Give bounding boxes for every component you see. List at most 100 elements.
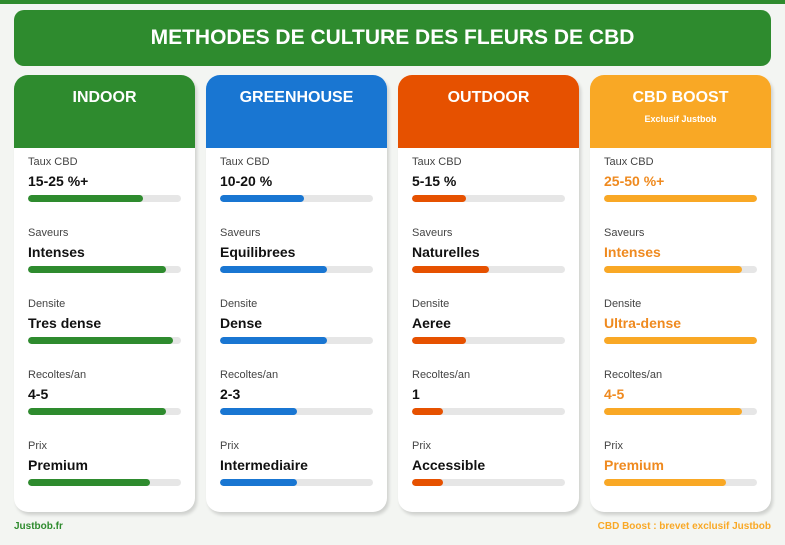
metric-bar-fill — [604, 408, 742, 415]
metric-bar — [604, 337, 757, 344]
card-title: OUTDOOR — [447, 89, 530, 106]
metric-bar — [220, 195, 373, 202]
metric-label: Saveurs — [412, 227, 453, 239]
metric-label: Densite — [604, 298, 642, 310]
metric: Taux CBD 25-50 %+ — [604, 156, 757, 224]
metric-label: Recoltes/an — [604, 369, 663, 381]
metric-value: Ultra-dense — [604, 315, 682, 331]
method-card-cbd-boost: CBD BOOST Exclusif Justbob Taux CBD 25-50 %… — [590, 75, 771, 512]
metric-bar-fill — [412, 479, 443, 486]
metric-label: Densite — [28, 298, 66, 310]
metric-label: Densite — [412, 298, 450, 310]
metric-bar — [28, 479, 181, 486]
metric-value: Accessible — [412, 457, 486, 473]
metric-bar — [220, 337, 373, 344]
metric-bar — [412, 479, 565, 486]
metric: Prix Premium — [604, 440, 757, 508]
metric-bar-fill — [604, 479, 727, 486]
metric-label: Saveurs — [220, 227, 261, 239]
page-title: METHODES DE CULTURE DES FLEURS DE CBD — [14, 10, 771, 66]
metric-bar-fill — [220, 266, 328, 273]
metric-value: Naturelles — [412, 244, 480, 260]
card-subtitle: Exclusif Justbob — [644, 114, 717, 124]
metric-label: Taux CBD — [604, 156, 654, 168]
metric: Recoltes/an 1 — [412, 369, 565, 437]
method-card-outdoor: OUTDOOR Taux CBD 5-15 % Saveurs Naturelles De… — [398, 75, 579, 512]
metric: Recoltes/an 4-5 — [28, 369, 181, 437]
metric-label: Prix — [28, 440, 47, 452]
metric-value: 1 — [412, 386, 420, 402]
metric-bar — [220, 266, 373, 273]
metric: Prix Accessible — [412, 440, 565, 508]
metric: Saveurs Intenses — [604, 227, 757, 295]
metric-bar — [28, 337, 181, 344]
metric-bar — [412, 195, 565, 202]
metric-value: Intermediaire — [220, 457, 308, 473]
metric-value: Tres dense — [28, 315, 102, 331]
metric-label: Recoltes/an — [28, 369, 87, 381]
metric-bar-fill — [28, 337, 174, 344]
metric-bar — [28, 195, 181, 202]
metric: Taux CBD 15-25 %+ — [28, 156, 181, 224]
metric-bar-fill — [604, 337, 757, 344]
card-title: INDOOR — [72, 89, 137, 106]
metric-bar — [28, 408, 181, 415]
metric-value: Aeree — [412, 315, 451, 331]
metric: Saveurs Equilibrees — [220, 227, 373, 295]
metric-bar — [220, 408, 373, 415]
metric-value: 4-5 — [28, 386, 49, 402]
metric-label: Taux CBD — [28, 156, 78, 168]
footer-site: Justbob.fr — [14, 521, 63, 532]
card-header: CBD BOOST Exclusif Justbob — [590, 75, 771, 148]
metric-value: 15-25 %+ — [28, 173, 89, 189]
metric: Densite Ultra-dense — [604, 298, 757, 366]
metric-bar — [604, 266, 757, 273]
metric-bar-fill — [28, 266, 166, 273]
metric-bar — [220, 479, 373, 486]
method-card-greenhouse: GREENHOUSE Taux CBD 10-20 % Saveurs Equilibr… — [206, 75, 387, 512]
metric-bar-fill — [220, 195, 305, 202]
metric: Densite Aeree — [412, 298, 565, 366]
metric: Prix Intermediaire — [220, 440, 373, 508]
metric: Densite Dense — [220, 298, 373, 366]
metric-label: Recoltes/an — [220, 369, 279, 381]
metric: Taux CBD 5-15 % — [412, 156, 565, 224]
metric-value: Dense — [220, 315, 263, 331]
metric-bar-fill — [28, 479, 151, 486]
metric-bar — [412, 408, 565, 415]
metric-label: Prix — [604, 440, 623, 452]
metric-label: Prix — [220, 440, 239, 452]
method-card-indoor: INDOOR Taux CBD 15-25 %+ Saveurs Intenses Den… — [14, 75, 195, 512]
metric-value: Intenses — [28, 244, 85, 260]
metric-label: Taux CBD — [220, 156, 270, 168]
metric-value: 5-15 % — [412, 173, 457, 189]
card-title: CBD BOOST — [632, 89, 729, 106]
metric-bar — [604, 408, 757, 415]
metric-bar — [604, 195, 757, 202]
metric-value: 25-50 %+ — [604, 173, 665, 189]
metric: Recoltes/an 2-3 — [220, 369, 373, 437]
metric: Prix Premium — [28, 440, 181, 508]
metric-bar-fill — [220, 479, 297, 486]
metric-bar-fill — [604, 195, 757, 202]
metric-value: 2-3 — [220, 386, 241, 402]
metric-value: 4-5 — [604, 386, 625, 402]
card-header: OUTDOOR — [398, 75, 579, 148]
metric-bar-fill — [220, 408, 297, 415]
card-title: GREENHOUSE — [239, 89, 354, 106]
card-header: GREENHOUSE — [206, 75, 387, 148]
footer-note: CBD Boost : brevet exclusif Justbob — [597, 521, 771, 532]
metric-label: Saveurs — [28, 227, 69, 239]
metric-bar-fill — [412, 195, 466, 202]
metric-value: 10-20 % — [220, 173, 273, 189]
metric-bar — [28, 266, 181, 273]
metric-label: Prix — [412, 440, 431, 452]
metric-bar-fill — [28, 408, 166, 415]
metric: Saveurs Intenses — [28, 227, 181, 295]
metric-label: Taux CBD — [412, 156, 462, 168]
metric: Densite Tres dense — [28, 298, 181, 366]
metric-label: Densite — [220, 298, 258, 310]
card-header: INDOOR — [14, 75, 195, 148]
metric-bar-fill — [604, 266, 742, 273]
metric-bar — [412, 266, 565, 273]
